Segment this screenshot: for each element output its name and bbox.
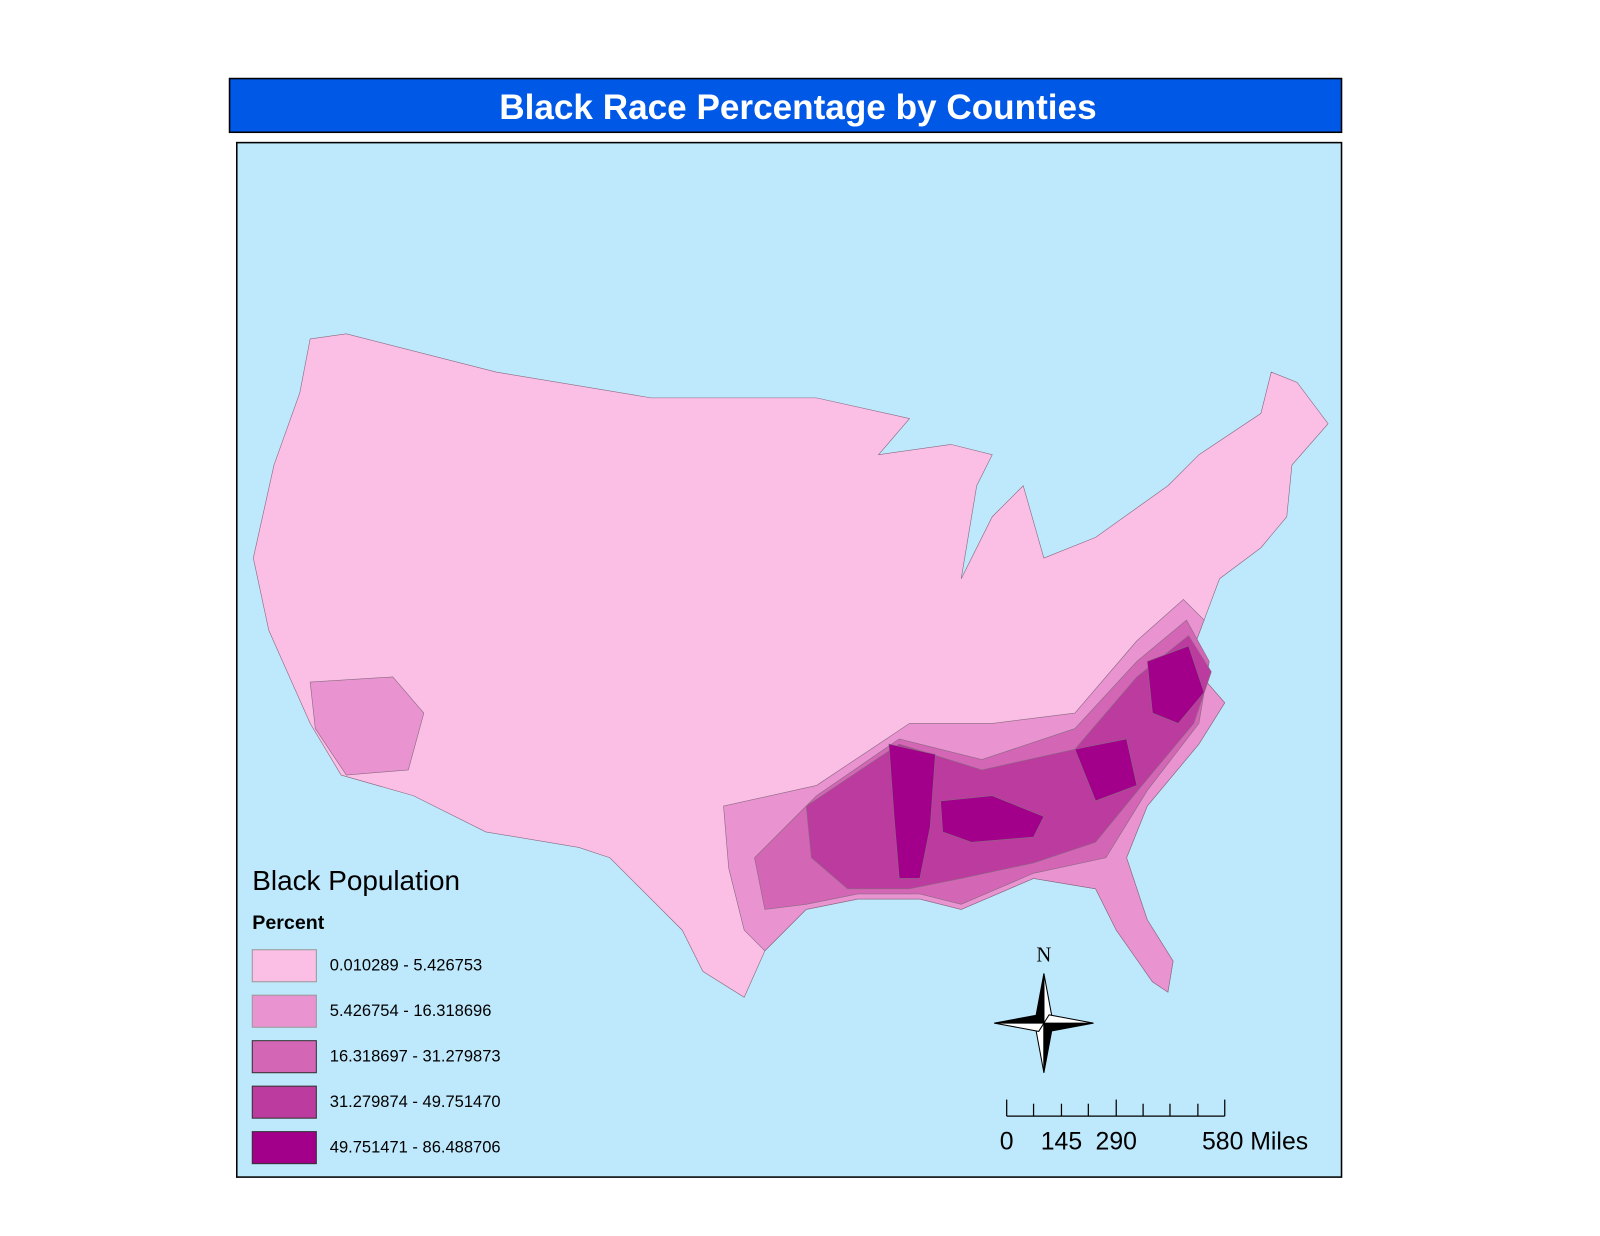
scale-label: 145 xyxy=(1041,1129,1082,1156)
legend-swatch xyxy=(251,994,317,1028)
scale-label: 290 xyxy=(1096,1129,1137,1156)
legend-label: 5.426754 - 16.318696 xyxy=(330,1001,492,1020)
scale-label: 0 xyxy=(1000,1129,1014,1156)
scale-bar xyxy=(1006,1099,1226,1117)
legend-title: Black Population xyxy=(252,865,460,896)
legend-label: 0.010289 - 5.426753 xyxy=(330,956,482,975)
legend-swatch xyxy=(251,1040,317,1074)
legend-subtitle: Percent xyxy=(252,912,324,934)
legend-label: 49.751471 - 86.488706 xyxy=(330,1138,501,1157)
north-arrow: N xyxy=(994,945,1094,1073)
legend: 0.010289 - 5.426753 5.426754 - 16.318696 1… xyxy=(251,949,501,1165)
region xyxy=(309,676,425,776)
legend-swatch xyxy=(251,1131,317,1165)
map-title: Black Race Percentage by Counties xyxy=(499,88,1096,127)
scale-labels: 0 145 290 580 Miles xyxy=(1000,1129,1308,1156)
scale-label: 580 Miles xyxy=(1202,1129,1308,1156)
map-body xyxy=(252,333,1329,998)
legend-label: 31.279874 - 49.751470 xyxy=(330,1092,501,1111)
region xyxy=(1146,645,1205,724)
region xyxy=(888,743,936,879)
north-label: N xyxy=(1036,945,1051,967)
legend-swatch xyxy=(251,949,317,983)
region xyxy=(940,795,1045,843)
legend-swatch xyxy=(251,1085,317,1119)
region xyxy=(1074,738,1138,802)
legend-label: 16.318697 - 31.279873 xyxy=(330,1047,501,1066)
title-bar xyxy=(228,77,1343,134)
